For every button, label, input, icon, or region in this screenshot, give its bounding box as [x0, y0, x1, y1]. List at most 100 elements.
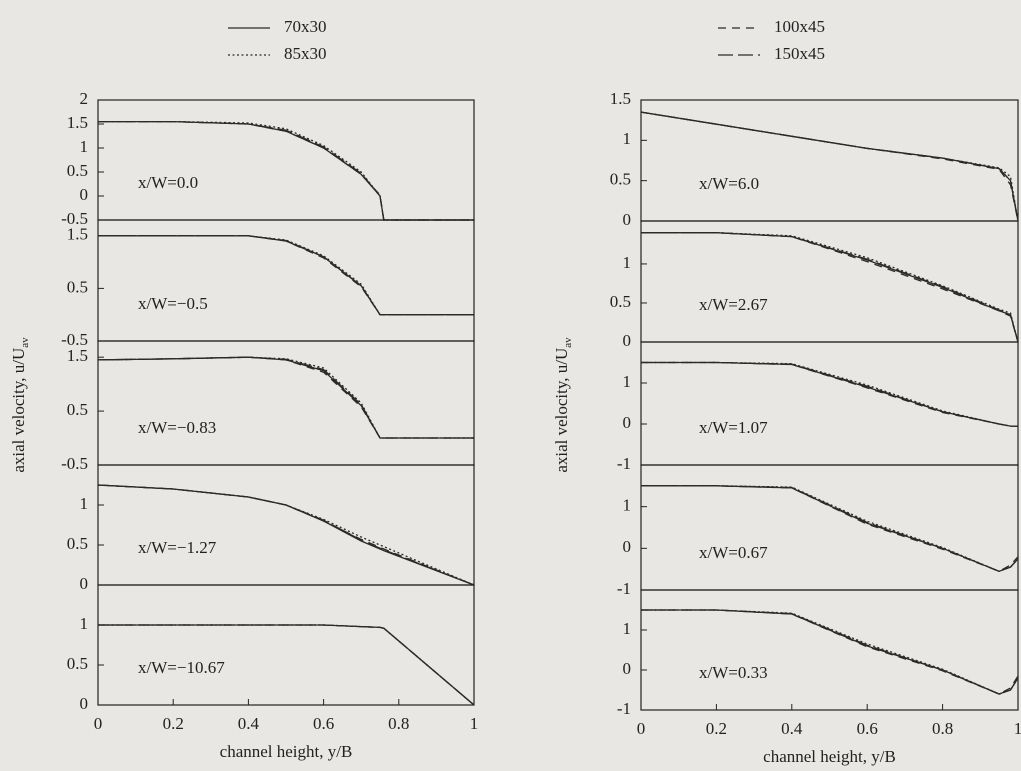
- y-tick-label: 1.5: [67, 113, 88, 132]
- series-line: [641, 233, 1018, 342]
- y-tick-label: 0.5: [67, 654, 88, 673]
- y-tick-label: -1: [617, 454, 631, 473]
- y-tick-label: 0.5: [610, 170, 631, 189]
- y-tick-label: 0.5: [67, 400, 88, 419]
- panel-annotation: x/W=−1.27: [138, 538, 217, 557]
- series-line: [641, 610, 1018, 694]
- y-tick-label: 1: [623, 253, 632, 272]
- series-line: [98, 122, 474, 220]
- panel-annotation: x/W=−0.83: [138, 418, 216, 437]
- y-tick-label: 1: [80, 494, 89, 513]
- panel-frame: [641, 465, 1018, 590]
- x-tick-label: 0: [94, 714, 103, 733]
- panel-annotation: x/W=0.0: [138, 173, 198, 192]
- x-tick-label: 0.2: [706, 719, 727, 738]
- y-tick-label: 0: [623, 413, 632, 432]
- x-tick-label: 0.4: [781, 719, 803, 738]
- panel-frame: [641, 221, 1018, 342]
- y-tick-label: -1: [617, 579, 631, 598]
- series-line: [641, 233, 1018, 342]
- x-axis-label: channel height, y/B: [763, 747, 896, 766]
- series-line: [641, 486, 1018, 572]
- series-line: [98, 485, 474, 585]
- y-tick-label: 0: [80, 574, 89, 593]
- y-tick-label: 0: [623, 537, 632, 556]
- panel-frame: [98, 585, 474, 705]
- series-line: [98, 485, 474, 585]
- series-line: [98, 122, 474, 220]
- panel-annotation: x/W=0.67: [699, 543, 768, 562]
- y-tick-label: 1: [623, 619, 632, 638]
- panel-frame: [641, 100, 1018, 221]
- figure: 70x30 85x30 100x45 150x45 -0.5 0 0.5 1 1.5 2 axial…: [0, 0, 1021, 771]
- y-axis-label: axial velocity, u/Uav: [552, 337, 574, 473]
- legend-label: 150x45: [774, 44, 825, 63]
- legend-label: 100x45: [774, 17, 825, 36]
- y-axis-label-sub: av: [19, 337, 31, 348]
- series-line: [641, 486, 1018, 572]
- series-line: [641, 112, 1018, 221]
- y-tick-label: 0.5: [67, 161, 88, 180]
- x-tick-label: 0.4: [238, 714, 260, 733]
- x-tick-label: 1: [1014, 719, 1021, 738]
- y-tick-label: 1: [80, 614, 89, 633]
- series-line: [641, 363, 1018, 427]
- legend-label: 70x30: [284, 17, 327, 36]
- series-line: [641, 610, 1018, 694]
- series-line: [98, 122, 474, 220]
- series-line: [641, 486, 1018, 572]
- series-line: [98, 485, 474, 585]
- y-tick-label: 1: [623, 372, 632, 391]
- y-tick-label: 1: [623, 129, 632, 148]
- series-line: [98, 485, 474, 585]
- y-tick-label: 1: [80, 137, 89, 156]
- panel-annotation: x/W=−10.67: [138, 658, 225, 677]
- series-line: [641, 112, 1018, 221]
- page: 70x30 85x30 100x45 150x45 -0.5 0 0.5 1 1.5 2 axial…: [0, 0, 1021, 771]
- y-tick-label: 1: [623, 496, 632, 515]
- y-tick-label: 0: [80, 694, 89, 713]
- panel-annotation: x/W=6.0: [699, 174, 759, 193]
- y-tick-label: 0.5: [67, 277, 88, 296]
- y-tick-label: -0.5: [61, 454, 88, 473]
- panel-frame: [641, 590, 1018, 710]
- series-line: [641, 112, 1018, 221]
- panel-frame: [641, 342, 1018, 465]
- series-line: [641, 233, 1018, 342]
- x-tick-label: 0.8: [388, 714, 409, 733]
- x-tick-label: 1: [470, 714, 479, 733]
- y-tick-label: 0: [623, 659, 632, 678]
- y-tick-label: 1.5: [67, 225, 88, 244]
- y-tick-label: 2: [80, 89, 89, 108]
- y-tick-label: 0.5: [67, 534, 88, 553]
- series-line: [641, 233, 1018, 342]
- y-tick-label: -1: [617, 699, 631, 718]
- y-axis-label-main: axial velocity, u/U: [552, 348, 571, 473]
- legend-label: 85x30: [284, 44, 327, 63]
- panel-frame: [98, 100, 474, 220]
- y-axis-label-main: axial velocity, u/U: [9, 348, 28, 473]
- panel-frame: [98, 220, 474, 341]
- series-line: [641, 486, 1018, 572]
- y-tick-label: 0: [623, 210, 632, 229]
- panel-annotation: x/W=−0.5: [138, 294, 208, 313]
- panel-annotation: x/W=2.67: [699, 295, 768, 314]
- x-tick-label: 0.2: [163, 714, 184, 733]
- y-tick-label: 1.5: [67, 346, 88, 365]
- y-tick-label: 0: [80, 185, 89, 204]
- x-tick-label: 0: [637, 719, 646, 738]
- x-tick-label: 0.6: [857, 719, 878, 738]
- y-tick-label: 0.5: [610, 292, 631, 311]
- panel-annotation: x/W=0.33: [699, 663, 768, 682]
- y-axis-label: axial velocity, u/Uav: [9, 337, 31, 473]
- x-tick-label: 0.6: [313, 714, 334, 733]
- panel-frame: [98, 465, 474, 585]
- y-axis-label-sub: av: [562, 337, 574, 348]
- panel-annotation: x/W=1.07: [699, 418, 768, 437]
- series-line: [641, 610, 1018, 694]
- series-line: [98, 122, 474, 220]
- y-tick-label: 1.5: [610, 89, 631, 108]
- series-line: [641, 112, 1018, 221]
- x-axis-label: channel height, y/B: [220, 742, 353, 761]
- series-line: [641, 610, 1018, 694]
